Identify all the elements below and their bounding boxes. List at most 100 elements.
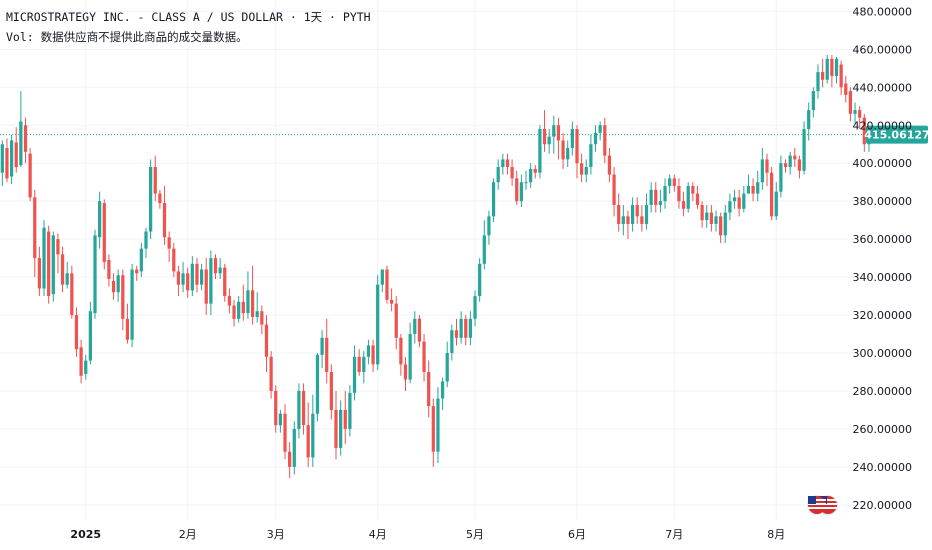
candle [524,170,528,190]
candle [278,409,283,433]
candle [306,402,310,467]
candle [84,354,88,380]
candle-body [204,269,208,304]
candle-body [853,110,857,114]
candle-body [612,174,616,205]
candle-body [227,296,232,306]
candle-body [394,303,398,338]
candle-body [663,185,667,202]
candle [37,246,42,297]
candle [241,284,245,321]
candle-body [732,197,737,202]
candle-body [125,318,130,340]
candle-body [547,136,551,145]
chart-title: MICROSTRATEGY INC. - CLASS A / US DOLLAR… [6,10,371,24]
candle [74,307,79,357]
candle-body [47,231,51,297]
candle-body [121,275,125,319]
candle [793,148,797,168]
candle [783,159,788,173]
candle [51,231,55,302]
candle-body [765,159,769,173]
candle [5,138,9,183]
candle [505,153,510,175]
candle [352,345,357,401]
y-tick-label: 460.00000 [853,43,913,56]
candle-body [635,204,639,217]
y-tick-label: 280.00000 [853,385,913,398]
candle [450,324,454,361]
candle [371,339,375,372]
candle-body [14,142,18,168]
candle-body [389,299,394,304]
candle [487,210,491,245]
candle-body [176,271,181,285]
candle-body [301,390,306,426]
candle [139,242,143,278]
candle [589,134,593,175]
candle [232,299,236,327]
candle [389,288,394,312]
candle-body [213,258,218,274]
candle [218,258,222,279]
candle [380,269,384,293]
candle-body [519,182,523,202]
x-tick-label: 8月 [767,528,785,541]
candle-body [297,390,301,429]
us-flag-icon [805,493,840,517]
candle-body [98,201,102,238]
candle [181,261,185,293]
candle-body [649,189,653,205]
candle-body [459,318,463,338]
candle-body [834,58,839,76]
candle [668,174,672,194]
candle-body [325,337,329,372]
volume-notice: Vol: 数据供应商不提供此商品的成交量数据。 [6,30,248,44]
candle [547,129,551,154]
candle [343,390,347,445]
candle [167,231,171,262]
candle-body [598,125,602,133]
candle [199,263,204,291]
candle [190,256,194,297]
candle-body [756,182,760,194]
candle [746,174,751,194]
candle [394,296,398,350]
candle-body [779,163,783,192]
x-tick-label: 7月 [665,528,683,541]
candle [691,182,695,202]
candle [621,204,625,236]
candle-body [399,337,403,365]
candle-body [436,398,440,452]
x-tick-label: 6月 [568,528,586,541]
candle-body [728,201,732,213]
candle [556,117,561,160]
candle [246,271,250,319]
candle [42,220,46,297]
candle-body [491,182,496,217]
candle [301,383,306,435]
candle [237,296,241,323]
candle-body [695,193,700,205]
candle-body [60,254,65,285]
candle [408,322,412,384]
candle [612,167,616,217]
candle-body [603,125,607,156]
candle [357,349,361,376]
candle-body [714,216,718,224]
candle-body [825,58,829,80]
candle-body [621,216,625,224]
candle [529,163,533,188]
candle-body [190,263,194,291]
x-tick-label: 5月 [466,528,484,541]
candle [315,352,320,422]
candle-body [848,91,853,114]
candle [709,204,714,232]
candle [686,182,690,213]
candle [195,258,199,293]
candle [283,404,287,460]
candle-body [343,409,347,429]
candle [292,421,296,475]
candle [186,267,190,298]
